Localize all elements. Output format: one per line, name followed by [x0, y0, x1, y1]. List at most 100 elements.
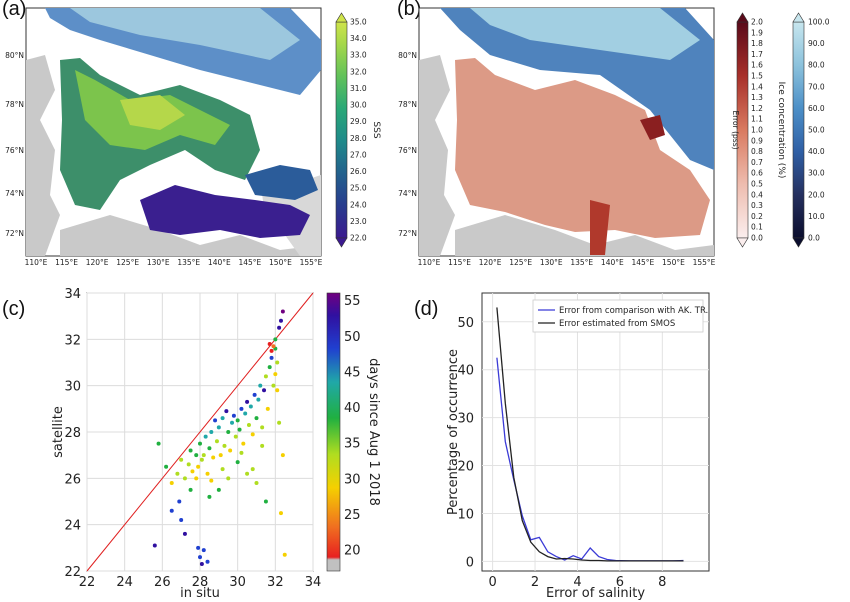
- colorbar-days-bar: [326, 292, 341, 572]
- map-b-xtick: 145°E: [631, 258, 654, 267]
- scatter-point: [267, 365, 272, 370]
- colorbar-ice-tick: 80.0: [808, 61, 825, 70]
- legend-label-1: Error estimated from SMOS: [559, 319, 675, 329]
- scatter-point: [235, 460, 240, 465]
- scatter-point: [196, 545, 201, 550]
- map-b-xtick: 130°E: [540, 258, 563, 267]
- panel-label-c: (c): [2, 298, 26, 320]
- colorbar-error-tick: 0.5: [751, 180, 763, 189]
- colorbar-ice-tick: 70.0: [808, 82, 825, 91]
- scatter-point: [248, 404, 253, 409]
- colorbar-error-tick: 1.6: [751, 61, 763, 70]
- line-xtick: 4: [573, 575, 581, 590]
- colorbar-error-label: Error (pss): [731, 110, 740, 149]
- scatter-xtick: 28: [192, 575, 209, 590]
- scatter-point: [182, 476, 187, 481]
- panel-label-d: (d): [414, 298, 439, 320]
- series-line-1: [496, 307, 684, 562]
- scatter-ytick: 22: [64, 565, 81, 580]
- line-chart: [481, 292, 710, 572]
- colorbar-sss-arrow-top: [335, 12, 348, 23]
- scatter-point: [188, 448, 193, 453]
- map-b-xtick: 140°E: [601, 258, 624, 267]
- scatter-point: [214, 439, 219, 444]
- line-ytick: 20: [457, 460, 474, 475]
- panel-label-a: (a): [2, 0, 27, 20]
- colorbar-days: [326, 292, 341, 572]
- scatter-ytick: 28: [64, 426, 81, 441]
- colorbar-error-tick: 1.8: [751, 39, 763, 48]
- scatter-point: [211, 455, 216, 460]
- map-b-ytick: 78°N: [398, 100, 417, 109]
- colorbar-days-tick: 35: [344, 437, 361, 452]
- colorbar-error-tick: 0.6: [751, 169, 763, 178]
- map-a-ytick: 72°N: [5, 229, 24, 238]
- scatter-point: [194, 476, 199, 481]
- colorbar-error-tick: 1.7: [751, 50, 763, 59]
- scatter-ytick: 34: [64, 287, 81, 302]
- map-b-ytick: 76°N: [398, 146, 417, 155]
- line-ytick: 0: [466, 555, 474, 570]
- colorbar-sss-tick: 29.0: [350, 117, 367, 126]
- scatter-point: [263, 499, 268, 504]
- map-a-xtick: 130°E: [147, 258, 170, 267]
- map-a-xtick: 150°E: [269, 258, 292, 267]
- map-b-ytick: 72°N: [398, 229, 417, 238]
- map-a-xtick: 120°E: [86, 258, 109, 267]
- scatter-point: [267, 341, 272, 346]
- scatter-point: [222, 443, 227, 448]
- scatter-point: [228, 448, 233, 453]
- colorbar-ice-tick: 40.0: [808, 147, 825, 156]
- colorbar-ice-tick: 50.0: [808, 126, 825, 135]
- scatter-point: [177, 499, 182, 504]
- tick-label-layer: 110°E 115°E 120°E 125°E 130°E 135°E 140°E 145°E…: [5, 18, 830, 602]
- scatter-point: [188, 487, 193, 492]
- colorbar-ice-arrow-top: [792, 12, 805, 23]
- colorbar-sss-bar: [335, 21, 348, 239]
- map-a-ytick: 74°N: [5, 189, 24, 198]
- scatter-point: [280, 309, 285, 314]
- scatter-point: [220, 467, 225, 472]
- colorbar-error-tick: 1.3: [751, 93, 763, 102]
- panel-label-b: (b): [397, 0, 422, 20]
- line-ytick: 50: [457, 316, 474, 331]
- map-a-xtick: 135°E: [177, 258, 200, 267]
- scatter-point: [269, 348, 274, 353]
- colorbar-error-tick: 0.3: [751, 201, 763, 210]
- colorbar-sss-tick: 30.0: [350, 101, 367, 110]
- map-b-xtick: 135°E: [570, 258, 593, 267]
- colorbar-sss-tick: 34.0: [350, 34, 367, 43]
- scatter-point: [277, 420, 282, 425]
- legend-label-0: Error from comparison with AK. TR.: [559, 306, 708, 316]
- scatter-point: [220, 416, 225, 421]
- scatter-point: [282, 552, 287, 557]
- colorbar-error-tick: 1.9: [751, 28, 763, 37]
- map-b-xtick: 150°E: [662, 258, 685, 267]
- scatter-point: [203, 434, 208, 439]
- scatter-point: [258, 383, 263, 388]
- colorbar-sss-tick: 26.0: [350, 167, 367, 176]
- colorbar-sss-tick: 24.0: [350, 200, 367, 209]
- scatter-point: [278, 318, 283, 323]
- map-b-xtick: 110°E: [418, 258, 441, 267]
- map-a-xtick: 115°E: [55, 258, 78, 267]
- colorbar-ice-tick: 20.0: [808, 190, 825, 199]
- colorbar-error-tick: 0.0: [751, 234, 763, 243]
- map-a-ice-light: [70, 8, 300, 60]
- colorbar-sss-arrow-bottom: [335, 237, 348, 248]
- scatter-point: [194, 453, 199, 458]
- map-b-xtick: 120°E: [479, 258, 502, 267]
- scatter-point: [233, 434, 238, 439]
- colorbar-days-tick: 40: [344, 401, 361, 416]
- colorbar-sss-label: SSS: [371, 121, 381, 138]
- map-a-ytick: 78°N: [5, 100, 24, 109]
- colorbar-error-tick: 0.8: [751, 147, 763, 156]
- scatter-point: [169, 508, 174, 513]
- scatter-point: [198, 441, 202, 446]
- colorbar-ice-bar: [792, 21, 805, 239]
- scatter-xtick: 30: [229, 575, 246, 590]
- line-xtick: 6: [616, 575, 624, 590]
- scatter-ytick: 24: [64, 519, 81, 534]
- map-b-error-field: [455, 58, 710, 238]
- colorbar-error-tick: 1.1: [751, 115, 763, 124]
